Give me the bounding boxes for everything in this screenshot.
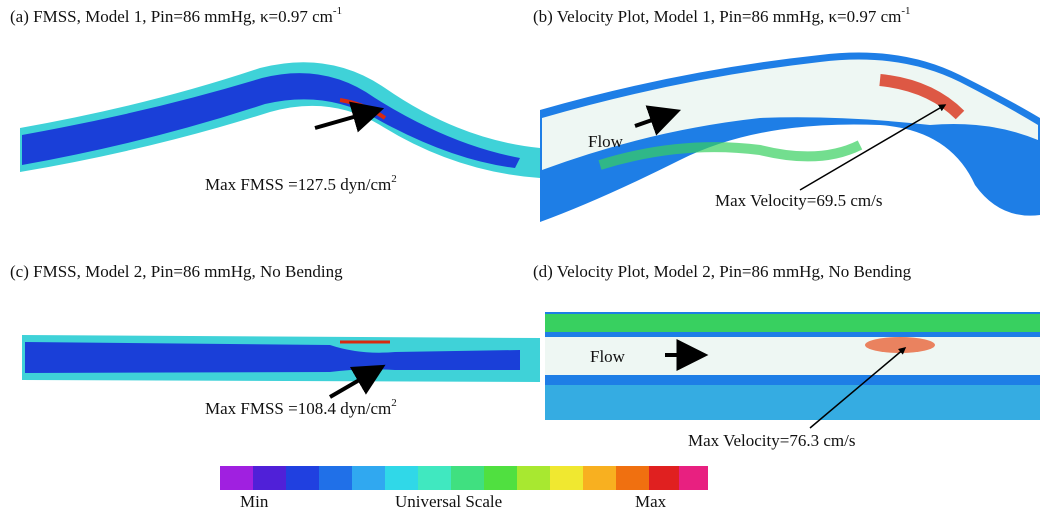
colorbar-cell: [253, 466, 286, 490]
panel-c: (c) FMSS, Model 2, Pin=86 mmHg, No Bendi…: [10, 262, 540, 418]
text-part: (b) Velocity Plot, Model 1, Pin=86 mmHg,…: [533, 7, 901, 26]
flow-label: Flow: [590, 347, 626, 366]
panel-title: (b) Velocity Plot, Model 1, Pin=86 mmHg,…: [533, 5, 911, 26]
colorbar-cell: [385, 466, 418, 490]
text-part: 2: [391, 173, 397, 185]
text-part: Max FMSS =127.5 dyn/cm: [205, 175, 391, 194]
colorbar-title: Universal Scale: [395, 492, 502, 511]
arrow: [634, 105, 682, 136]
pointer: [799, 104, 947, 191]
colorbar-cell: [484, 466, 517, 490]
text-part: -1: [333, 5, 342, 17]
lower-wall: [545, 385, 1040, 420]
colorbar: Min Universal Scale Max: [220, 466, 708, 511]
flow-field: [545, 337, 1040, 375]
colorbar-cell: [286, 466, 319, 490]
panel-a: (a) FMSS, Model 1, Pin=86 mmHg, κ=0.97 c…: [10, 5, 540, 194]
colorbar-min: Min: [240, 492, 269, 511]
colorbar-cell: [550, 466, 583, 490]
panel-title: (a) FMSS, Model 1, Pin=86 mmHg, κ=0.97 c…: [10, 5, 342, 26]
annotation: Max FMSS =127.5 dyn/cm2: [205, 173, 397, 194]
upper-wall: [545, 314, 1040, 332]
panel-d: (d) Velocity Plot, Model 2, Pin=86 mmHg,…: [533, 262, 1040, 450]
colorbar-max: Max: [635, 492, 667, 511]
colorbar-cell: [583, 466, 616, 490]
colorbar-cell: [517, 466, 550, 490]
pointer: [809, 347, 907, 429]
colorbar-cell: [418, 466, 451, 490]
flow-label: Flow: [588, 132, 624, 151]
annotation: Max FMSS =108.4 dyn/cm2: [205, 397, 397, 418]
arrow: [328, 364, 386, 399]
colorbar-cell: [679, 466, 708, 490]
text-part: 2: [391, 397, 397, 409]
text-part: Max FMSS =108.4 dyn/cm: [205, 399, 391, 418]
panel-b: (b) Velocity Plot, Model 1, Pin=86 mmHg,…: [533, 5, 1040, 222]
colorbar-cell: [319, 466, 352, 490]
colorbar-cell: [649, 466, 679, 490]
colorbar-cell: [220, 466, 253, 490]
arrow: [314, 101, 385, 133]
vessel-core: [22, 73, 520, 168]
hotspot: [865, 337, 935, 353]
panel-title: (c) FMSS, Model 2, Pin=86 mmHg, No Bendi…: [10, 262, 343, 281]
colorbar-cell: [616, 466, 649, 490]
colorbar-cell: [352, 466, 385, 490]
annotation: Max Velocity=76.3 cm/s: [688, 431, 855, 450]
text-part: -1: [901, 5, 910, 17]
flow-region: [598, 140, 863, 170]
vessel-core: [25, 342, 520, 373]
panel-title: (d) Velocity Plot, Model 2, Pin=86 mmHg,…: [533, 262, 912, 281]
text-part: (a) FMSS, Model 1, Pin=86 mmHg, κ=0.97 c…: [10, 7, 333, 26]
hotspot: [879, 74, 965, 120]
annotation: Max Velocity=69.5 cm/s: [715, 191, 882, 210]
colorbar-cell: [451, 466, 484, 490]
